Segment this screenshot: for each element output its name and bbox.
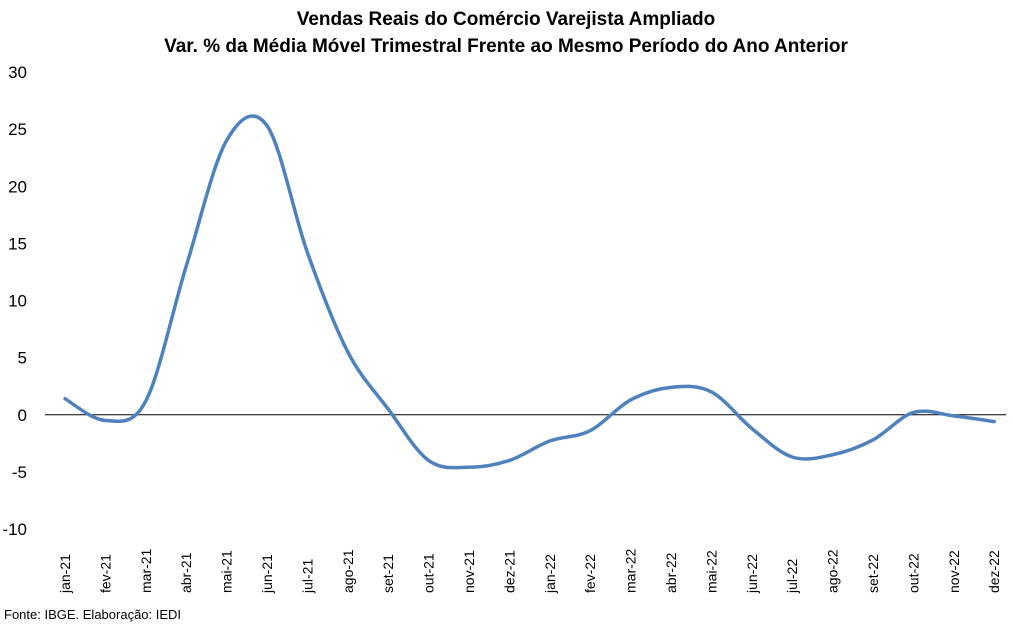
x-tick-label: jan-22: [542, 554, 558, 594]
x-tick-label: nov-22: [946, 550, 962, 593]
chart-title-line1: Vendas Reais do Comércio Varejista Ampli…: [296, 9, 716, 30]
x-tick-label: out-21: [421, 553, 437, 593]
x-tick-label: set-21: [380, 554, 396, 593]
y-tick-label: -5: [12, 463, 27, 482]
x-tick-label: fev-22: [582, 554, 598, 593]
source-note: Fonte: IBGE. Elaboração: IEDI: [4, 607, 182, 622]
y-tick-label: 30: [8, 63, 27, 82]
x-tick-label: abr-22: [663, 552, 679, 593]
y-tick-label: 0: [18, 406, 27, 425]
y-tick-label: 20: [8, 177, 27, 196]
y-tick-label: 10: [8, 292, 27, 311]
x-tick-label: dez-22: [986, 550, 1002, 593]
series-line: [63, 114, 996, 470]
x-tick-label: mai-22: [703, 550, 719, 593]
x-tick-label: abr-21: [178, 552, 194, 593]
chart-title-line2: Var. % da Média Móvel Trimestral Frente …: [164, 36, 848, 57]
x-tick-label: mar-22: [623, 548, 639, 593]
x-tick-label: set-22: [865, 554, 881, 593]
y-tick-label: -10: [2, 520, 27, 539]
x-tick-label: out-22: [905, 553, 921, 593]
x-tick-label: mai-21: [219, 550, 235, 593]
y-tick-label: 15: [8, 234, 27, 253]
x-tick-label: fev-21: [97, 554, 113, 593]
chart-title: Vendas Reais do Comércio Varejista Ampli…: [0, 6, 1012, 60]
x-tick-label: jan-21: [57, 554, 73, 594]
x-tick-label: jul-22: [784, 559, 800, 594]
y-tick-label: 25: [8, 120, 27, 139]
x-tick-label: mar-21: [138, 548, 154, 593]
x-tick-label: jun-21: [259, 554, 275, 594]
y-tick-label: 5: [18, 349, 27, 368]
x-tick-label: ago-21: [340, 549, 356, 593]
x-tick-label: nov-21: [461, 550, 477, 593]
x-tick-label: jun-22: [744, 554, 760, 594]
x-tick-label: jul-21: [299, 559, 315, 594]
x-tick-label: ago-22: [825, 549, 841, 593]
x-tick-label: dez-21: [501, 550, 517, 593]
